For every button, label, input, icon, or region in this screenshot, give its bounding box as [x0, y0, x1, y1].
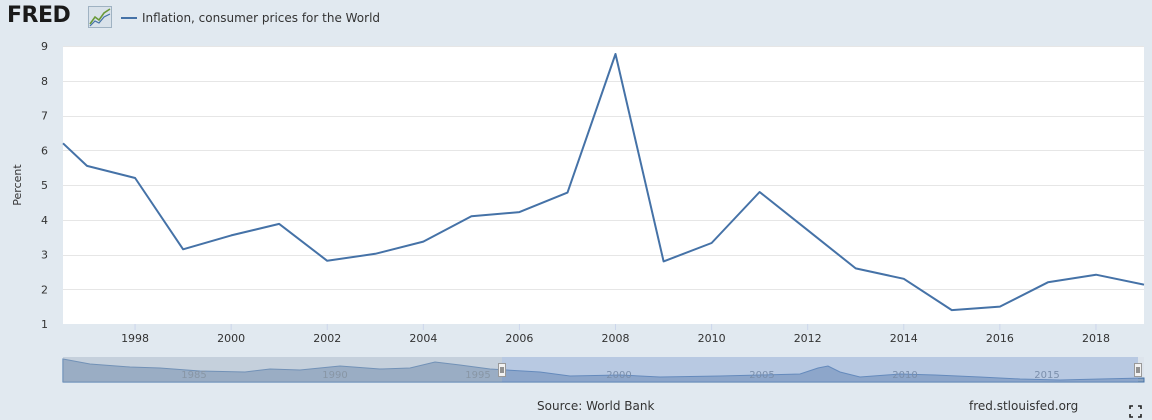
data-point[interactable]	[61, 141, 65, 145]
navigator-tick-label: 2010	[892, 370, 917, 381]
legend[interactable]: Inflation, consumer prices for the World	[121, 9, 380, 27]
data-point[interactable]	[421, 240, 425, 244]
data-point[interactable]	[998, 305, 1002, 309]
data-point[interactable]	[325, 259, 329, 263]
navigator-tick-label: 1995	[465, 370, 490, 381]
navigator-tick-label: 2015	[1034, 370, 1059, 381]
navigator-left-handle[interactable]	[498, 363, 506, 377]
data-point[interactable]	[373, 252, 377, 256]
data-point[interactable]	[469, 214, 473, 218]
x-tick-label: 2000	[217, 332, 245, 345]
y-tick-label: 7	[41, 110, 48, 123]
navigator-tick-label: 2005	[749, 370, 774, 381]
x-tick-label: 2012	[794, 332, 822, 345]
chart-header: FRED Inflation, consumer prices for the …	[0, 0, 1152, 36]
y-tick-label: 9	[41, 40, 48, 53]
series-layer	[61, 52, 1146, 312]
y-tick-label: 6	[41, 144, 48, 157]
navigator-tick-label: 1985	[181, 370, 206, 381]
data-point[interactable]	[902, 277, 906, 281]
data-point[interactable]	[181, 247, 185, 251]
data-point[interactable]	[1142, 283, 1146, 287]
y-tick-label: 4	[41, 214, 48, 227]
data-point[interactable]	[806, 228, 810, 232]
y-tick-label: 2	[41, 283, 48, 296]
y-tick-label: 8	[41, 75, 48, 88]
y-tick-label: 1	[41, 318, 48, 331]
x-tick-label: 1998	[121, 332, 149, 345]
y-tick-label: 5	[41, 179, 48, 192]
site-link[interactable]: fred.stlouisfed.org	[969, 399, 1079, 413]
data-point[interactable]	[1046, 280, 1050, 284]
fred-graph-logo-icon	[88, 6, 112, 28]
x-tick-label: 2016	[986, 332, 1014, 345]
navigator-tick-label: 1990	[322, 370, 347, 381]
navigator-mask-left	[63, 357, 502, 382]
x-tick-label: 2008	[602, 332, 630, 345]
data-point[interactable]	[950, 308, 954, 312]
x-axis-tick-labels: 1998 2000 2002 2004 2006 2008 2010 2012 2014 2016…	[121, 324, 1110, 345]
navigator-right-handle[interactable]	[1134, 363, 1142, 377]
source-note: Source: World Bank	[537, 399, 655, 413]
navigator-series-area	[62, 358, 1145, 383]
data-point[interactable]	[133, 176, 137, 180]
data-point[interactable]	[662, 259, 666, 263]
fullscreen-icon[interactable]	[1129, 405, 1142, 418]
data-point[interactable]	[229, 233, 233, 237]
series-line-0[interactable]	[62, 53, 1145, 312]
x-tick-label: 2002	[313, 332, 341, 345]
data-point[interactable]	[854, 266, 858, 270]
y-axis-tick-labels: 1 2 3 4 5 6 7 8 9	[41, 40, 48, 331]
y-axis-label: Percent	[11, 164, 24, 206]
data-point[interactable]	[1094, 273, 1098, 277]
navigator-tick-label: 2000	[606, 370, 631, 381]
navigator-selection[interactable]	[502, 357, 1138, 382]
data-point[interactable]	[277, 222, 281, 226]
navigator-tick-labels: 1985 1990 1995 2000 2005 2010 2015	[181, 370, 1059, 381]
x-tick-label: 2010	[698, 332, 726, 345]
legend-label: Inflation, consumer prices for the World	[142, 11, 381, 25]
y-tick-label: 3	[41, 249, 48, 262]
x-tick-label: 2004	[409, 332, 437, 345]
data-point[interactable]	[614, 52, 618, 56]
data-point[interactable]	[517, 210, 521, 214]
data-point[interactable]	[758, 190, 762, 194]
gridlines	[63, 46, 1144, 290]
data-point[interactable]	[710, 241, 714, 245]
data-point[interactable]	[565, 191, 569, 195]
fred-logo[interactable]: FRED	[7, 3, 71, 28]
legend-swatch	[121, 17, 137, 19]
x-tick-label: 2014	[890, 332, 918, 345]
data-point[interactable]	[85, 164, 89, 168]
range-navigator[interactable]: 1985 1990 1995 2000 2005 2010 2015	[62, 357, 1145, 383]
line-chart[interactable]: 1 2 3 4 5 6 7 8 9 1998 2000 2002 2004 2006 2008 2010 20…	[0, 0, 1152, 395]
x-tick-label: 2006	[505, 332, 533, 345]
x-tick-label: 2018	[1082, 332, 1110, 345]
